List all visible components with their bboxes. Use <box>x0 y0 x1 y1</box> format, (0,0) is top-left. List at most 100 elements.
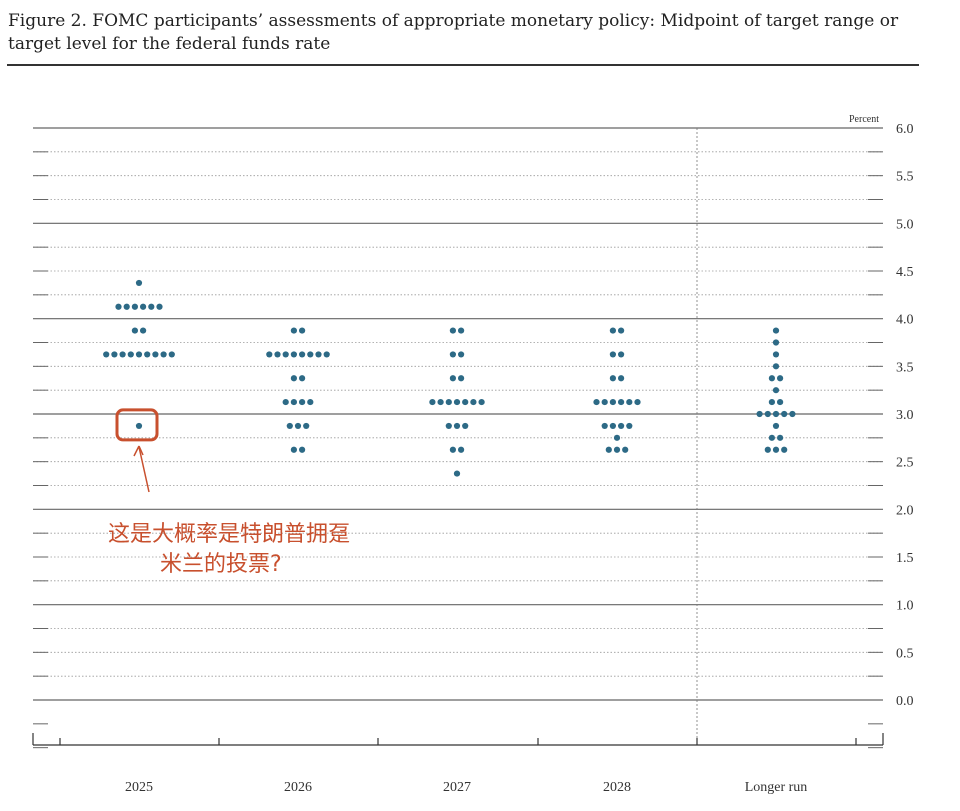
data-point <box>626 398 633 406</box>
dots <box>103 279 796 477</box>
data-point <box>613 446 621 453</box>
data-point <box>768 375 776 382</box>
data-point <box>294 422 302 430</box>
data-point <box>772 363 780 370</box>
y-tick-label: 5.0 <box>896 217 914 232</box>
data-point <box>458 327 465 334</box>
data-point <box>772 387 780 394</box>
data-point <box>168 351 175 358</box>
data-point <box>156 303 163 310</box>
data-point <box>266 351 273 358</box>
data-point <box>290 375 297 382</box>
y-tick-label: 1.0 <box>896 599 914 614</box>
data-point <box>478 398 485 406</box>
data-point <box>772 446 780 453</box>
data-point <box>140 327 147 334</box>
data-point <box>303 422 310 430</box>
annotation-line-1: 这是大概率是特朗普拥趸 <box>108 522 351 547</box>
y-tick-label: 0.5 <box>896 646 914 661</box>
data-point <box>135 422 143 430</box>
data-point <box>618 327 625 334</box>
data-point <box>772 327 780 334</box>
data-point <box>103 351 110 358</box>
data-point <box>140 303 147 310</box>
data-point <box>777 434 784 441</box>
data-point <box>290 446 297 453</box>
data-point <box>290 398 297 406</box>
data-point <box>609 398 617 406</box>
data-point <box>127 351 134 358</box>
data-point <box>470 398 477 406</box>
annotation-arrowhead <box>133 445 144 457</box>
data-point <box>618 398 625 406</box>
data-point <box>458 351 465 358</box>
data-point <box>115 303 122 310</box>
x-tick-label: 2026 <box>284 780 312 795</box>
data-point <box>772 422 780 430</box>
data-point <box>315 351 322 358</box>
x-tick-label: Longer run <box>745 780 808 795</box>
data-point <box>290 351 297 358</box>
y-tick-label: 4.0 <box>896 313 914 328</box>
data-point <box>299 446 306 453</box>
y-tick-label: 5.5 <box>896 170 914 185</box>
data-point <box>634 398 641 406</box>
x-tick-label: 2027 <box>443 780 471 795</box>
data-point <box>160 351 167 358</box>
data-point <box>429 398 436 406</box>
data-point <box>299 351 306 358</box>
data-point <box>111 351 118 358</box>
data-point <box>458 375 465 382</box>
data-point <box>613 434 621 441</box>
data-point <box>449 375 456 382</box>
data-point <box>282 398 289 406</box>
data-point <box>148 303 155 310</box>
x-tick-label: 2028 <box>603 780 631 795</box>
title-divider <box>7 64 919 66</box>
data-point <box>119 351 126 358</box>
data-point <box>299 375 306 382</box>
y-tick-label: 3.0 <box>896 408 914 423</box>
data-point <box>131 303 138 310</box>
data-point <box>772 410 780 418</box>
data-point <box>453 422 461 430</box>
data-point <box>286 422 293 430</box>
data-point <box>123 303 130 310</box>
data-point <box>609 375 617 382</box>
data-point <box>135 351 143 358</box>
data-point <box>609 351 617 358</box>
y-tick-label: 4.5 <box>896 265 914 280</box>
data-point <box>593 398 600 406</box>
y-tick-label: 0.0 <box>896 694 914 709</box>
data-point <box>777 398 784 406</box>
data-point <box>626 422 633 430</box>
data-point <box>764 446 771 453</box>
data-point <box>772 339 780 346</box>
data-point <box>274 351 281 358</box>
data-point <box>449 446 456 453</box>
annotation-marks <box>115 408 159 493</box>
data-point <box>768 398 776 406</box>
data-point <box>323 351 330 358</box>
data-point <box>618 375 625 382</box>
data-point <box>618 351 625 358</box>
y-tick-label: 1.5 <box>896 551 914 566</box>
x-tick-label: 2025 <box>125 780 153 795</box>
data-point <box>449 327 456 334</box>
data-point <box>282 351 289 358</box>
data-point <box>777 375 784 382</box>
data-point <box>449 351 456 358</box>
data-point <box>437 398 444 406</box>
data-point <box>772 351 780 358</box>
data-point <box>609 422 617 430</box>
data-point <box>453 398 461 406</box>
data-point <box>144 351 151 358</box>
y-tick-label: 2.0 <box>896 503 914 518</box>
data-point <box>445 422 452 430</box>
grid-lines <box>33 127 883 749</box>
data-point <box>764 410 771 418</box>
x-axis <box>32 733 884 746</box>
data-point <box>789 410 796 418</box>
y-tick-label: 6.0 <box>896 122 914 137</box>
